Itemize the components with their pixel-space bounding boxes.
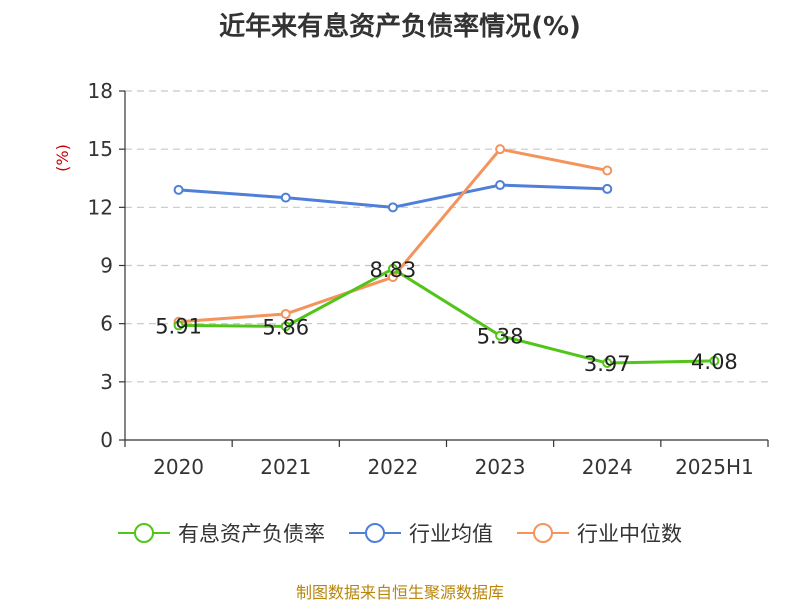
data-point[interactable] [173,320,184,331]
data-point[interactable] [280,321,291,332]
data-point[interactable] [495,180,506,191]
y-tick-label: 0 [100,428,113,452]
legend-marker-debt-ratio [118,523,170,543]
data-label: 3.97 [584,352,631,376]
legend-label-debt-ratio: 有息资产负债率 [178,522,325,546]
x-tick-label: 2022 [367,455,418,479]
series-line [178,147,608,324]
data-label: 5.86 [262,315,309,339]
y-tick-label: 6 [100,312,113,336]
chart-title: 近年来有息资产负债率情况(%) [219,12,581,42]
legend-label-industry-mean: 行业均值 [409,522,493,546]
legend-item-industry-median[interactable]: 行业中位数 [517,518,682,548]
data-point[interactable] [709,355,720,366]
x-tick-label: 2023 [475,455,526,479]
data-point[interactable] [602,183,613,194]
legend-marker-industry-median [517,523,569,543]
data-label: 5.91 [155,314,202,338]
data-point[interactable] [280,308,291,319]
y-axis-label: (%) [53,144,72,172]
data-source-note: 制图数据来自恒生聚源数据库 [295,583,504,602]
data-label: 4.08 [691,350,738,374]
data-point[interactable] [495,330,506,341]
y-tick-label: 3 [100,370,113,394]
x-tick-label: 2021 [260,455,311,479]
legend-item-industry-mean[interactable]: 行业均值 [349,518,493,548]
data-point[interactable] [280,192,291,203]
data-point[interactable] [495,144,506,155]
y-tick-label: 15 [88,137,113,161]
y-tick-label: 9 [100,254,113,278]
series-line [178,267,715,365]
data-point[interactable] [387,263,398,274]
x-tick-label: 2024 [582,455,633,479]
y-tick-label: 12 [88,195,113,219]
legend-label-industry-median: 行业中位数 [577,522,682,546]
x-tick-label: 2020 [153,455,204,479]
data-label: 5.38 [477,325,524,349]
data-point[interactable] [602,165,613,176]
legend: 有息资产负债率 行业均值 行业中位数 [0,518,800,548]
legend-item-debt-ratio[interactable]: 有息资产负债率 [118,518,325,548]
data-point[interactable] [602,358,613,369]
data-label: 8.83 [370,258,417,282]
x-tick-label: 2025H1 [675,455,754,479]
data-point[interactable] [173,184,184,195]
legend-marker-industry-mean [349,523,401,543]
y-tick-label: 18 [88,79,113,103]
data-point[interactable] [387,202,398,213]
